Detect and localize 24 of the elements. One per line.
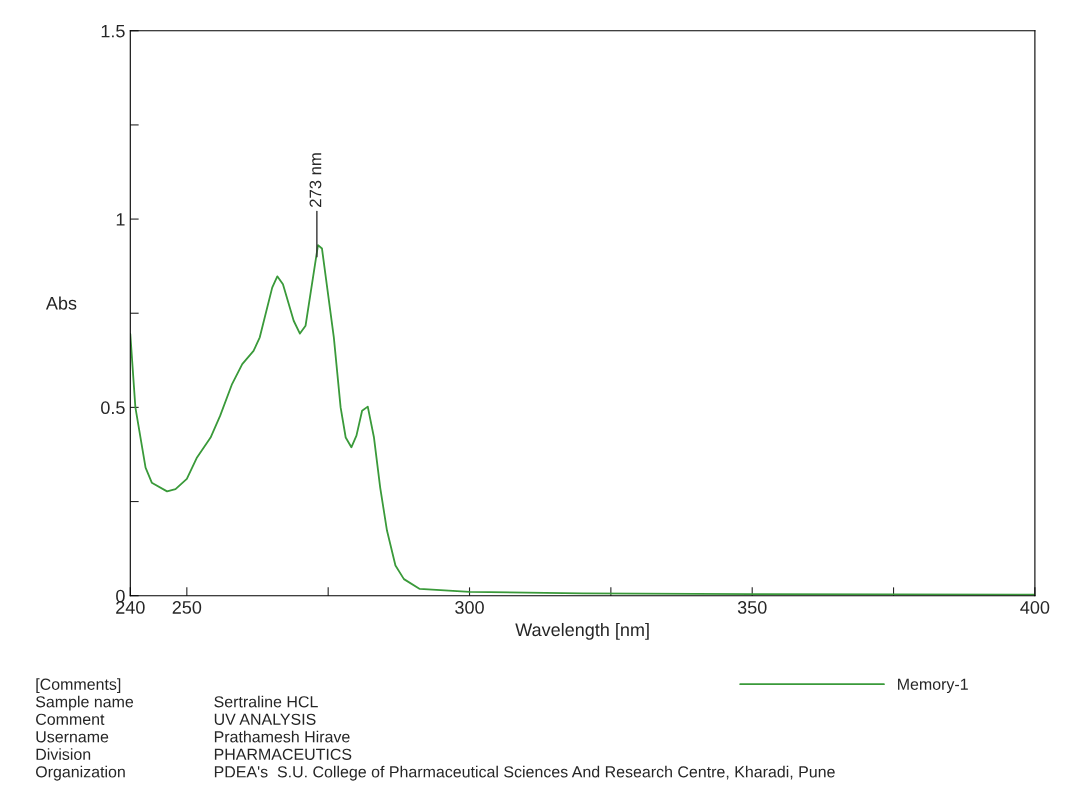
y-tick-label: 1.5 <box>101 24 125 38</box>
y-axis-title: Abs <box>45 296 77 310</box>
x-tick-label: 300 <box>455 601 484 614</box>
text: PHARMACEUTICS <box>214 748 352 760</box>
text: Prathamesh Hirave <box>214 730 350 743</box>
x-tick-label: 240 <box>116 601 145 614</box>
y-tick-label: 0.5 <box>101 401 125 415</box>
text: Organization <box>36 765 125 781</box>
text: Sample name <box>35 695 134 711</box>
text: Memory-1 <box>898 678 968 694</box>
x-tick-label: 350 <box>737 601 767 614</box>
text: UV ANALYSIS <box>214 713 316 725</box>
text: Username <box>36 731 109 743</box>
text: Comment <box>36 713 105 725</box>
y-tick-label: 0 <box>116 589 125 603</box>
x-tick-label: 400 <box>1020 601 1050 614</box>
text: Sertraline HCL <box>214 695 318 708</box>
x-axis-title: Wavelength [nm] <box>515 622 649 640</box>
text: PDEA's S.U. College of Pharmaceutical Sciences And Research Centre, Kharadi, Pune <box>214 765 835 781</box>
y-tick-label: 1 <box>116 213 125 226</box>
annotation: 273 nm <box>309 153 322 207</box>
text: [Comments] <box>36 678 121 694</box>
text: Division <box>36 748 91 760</box>
x-tick-label: 250 <box>172 601 202 614</box>
